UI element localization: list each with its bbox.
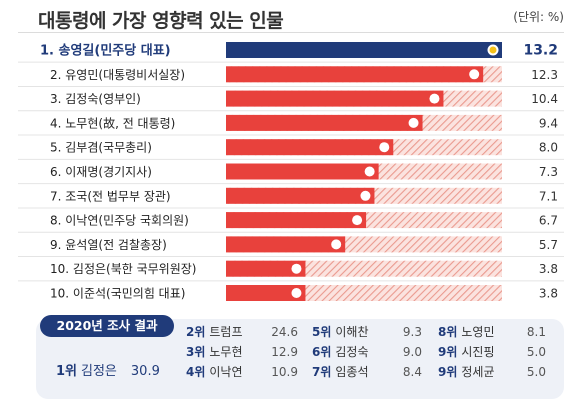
bar <box>226 212 367 229</box>
category-label: 1. 송영길(민주당 대표) <box>40 43 171 59</box>
result-value: 8.1 <box>526 325 546 339</box>
data-label: 10.4 <box>531 92 558 106</box>
bar-chart: 1. 송영길(민주당 대표) 13.2 2. 유영민(대통령비서실장) 12.3 3. … <box>18 42 564 301</box>
bar <box>226 260 306 277</box>
bar <box>226 42 502 58</box>
result-rank: 4위 <box>186 365 206 379</box>
result-2020-item: 2위 트럼프 24.6 <box>186 322 298 342</box>
result-2020-item: 5위 이해찬 9.3 <box>312 322 422 342</box>
result-name: 이해찬 <box>335 325 369 339</box>
result-2020-item: 8위 노영민 8.1 <box>438 322 546 342</box>
data-label: 9.4 <box>539 116 558 130</box>
result-rank: 9위 <box>438 365 458 379</box>
category-label: 8. 이낙연(민주당 국회의원) <box>50 214 189 228</box>
bar <box>226 187 375 204</box>
data-label: 7.1 <box>539 189 558 203</box>
result-rank: 1위 <box>56 364 78 379</box>
bar-end-dot <box>291 288 302 298</box>
bar-end-dot <box>429 93 440 104</box>
result-rank: 7위 <box>312 365 332 379</box>
result-value: 30.9 <box>130 364 160 379</box>
result-name: 임종석 <box>335 365 369 379</box>
data-label: 3.8 <box>539 287 558 301</box>
bar-end-dot <box>364 166 375 177</box>
data-label: 7.3 <box>539 165 558 179</box>
data-label: 5.7 <box>539 238 558 252</box>
data-label: 8.0 <box>539 141 558 155</box>
result-2020-item: 9위 시진핑 5.0 <box>438 342 546 362</box>
result-rank: 5위 <box>312 325 332 339</box>
result-name: 정세균 <box>461 365 495 379</box>
result-name: 시진핑 <box>461 345 495 359</box>
data-label: 12.3 <box>531 68 558 82</box>
bar-end-dot <box>352 215 363 226</box>
result-value: 24.6 <box>271 325 298 339</box>
result-2020-first: 1위 김정은 30.9 <box>56 360 160 379</box>
result-rank: 6위 <box>312 345 332 359</box>
bar <box>226 66 484 83</box>
category-label: 7. 조국(전 법무부 장관) <box>50 189 171 203</box>
bar <box>226 139 394 156</box>
category-label: 3. 김정숙(영부인) <box>50 92 141 106</box>
top-divider <box>18 32 564 33</box>
result-2020-item: 7위 임종석 8.4 <box>312 362 422 382</box>
result-name: 트럼프 <box>209 325 243 339</box>
result-value: 9.3 <box>402 325 422 339</box>
bar <box>226 90 444 107</box>
result-2020-title: 2020년 조사 결과 <box>40 315 174 337</box>
result-rank: 2위 <box>186 325 206 339</box>
bar-end-dot <box>291 263 302 274</box>
result-name: 노영민 <box>461 325 495 339</box>
chart-title: 대통령에 가장 영향력 있는 인물 <box>38 10 284 32</box>
category-label: 5. 김부겸(국무총리) <box>50 141 152 155</box>
category-label: 10. 이준석(국민의힘 대표) <box>50 287 185 301</box>
bar <box>226 285 306 301</box>
category-label: 10. 김정은(북한 국무위원장) <box>50 262 196 276</box>
result-2020-item: 3위 노무현 12.9 <box>186 342 298 362</box>
result-value: 8.4 <box>402 365 422 379</box>
bar-end-dot <box>408 117 419 128</box>
bar-end-dot <box>331 239 342 250</box>
result-value: 10.9 <box>271 365 298 379</box>
result-value: 12.9 <box>271 345 298 359</box>
bar-end-dot <box>379 142 390 153</box>
result-name: 이낙연 <box>209 365 243 379</box>
result-rank: 8위 <box>438 325 458 339</box>
bar <box>226 236 346 253</box>
result-2020-item: 4위 이낙연 10.9 <box>186 362 298 382</box>
bar <box>226 163 379 180</box>
data-label: 13.2 <box>523 43 558 59</box>
result-rank: 9위 <box>438 345 458 359</box>
result-value: 5.0 <box>526 365 546 379</box>
result-rank: 3위 <box>186 345 206 359</box>
bar-end-dot <box>469 69 480 80</box>
result-name: 김정은 <box>81 364 117 379</box>
bar-end-dot <box>360 190 371 201</box>
bar <box>226 114 423 131</box>
result-2020-item: 6위 김정숙 9.0 <box>312 342 422 362</box>
category-label: 2. 유영민(대통령비서실장) <box>50 68 185 82</box>
unit-label: (단위: %) <box>513 10 564 24</box>
bar-end-dot-inner <box>489 46 497 54</box>
result-name: 김정숙 <box>335 345 369 359</box>
category-label: 4. 노무현(故, 전 대통령) <box>50 115 175 130</box>
result-value: 9.0 <box>402 345 422 359</box>
result-2020-item: 9위 정세균 5.0 <box>438 362 546 382</box>
data-label: 6.7 <box>539 214 558 228</box>
data-label: 3.8 <box>539 262 558 276</box>
category-label: 9. 윤석열(전 검찰총장) <box>50 238 167 252</box>
result-value: 5.0 <box>526 345 546 359</box>
result-name: 노무현 <box>209 345 243 359</box>
category-label: 6. 이재명(경기지사) <box>50 165 152 179</box>
